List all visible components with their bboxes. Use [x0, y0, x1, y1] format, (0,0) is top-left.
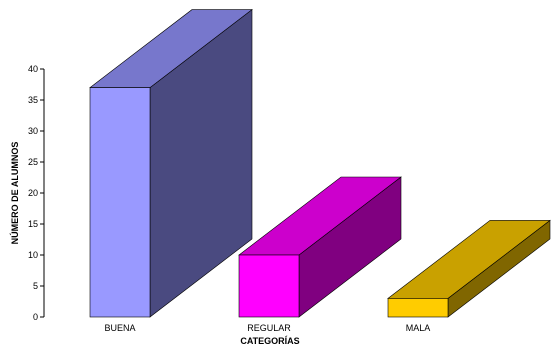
bar-buena [89, 8, 253, 318]
y-tick-label: 20 [28, 188, 38, 198]
y-axis-title: NÚMERO DE ALUMNOS [9, 142, 20, 245]
category-label: MALA [406, 323, 431, 333]
y-tick-label: 10 [28, 250, 38, 260]
y-tick-label: 15 [28, 219, 38, 229]
y-tick-label: 5 [33, 281, 38, 291]
bar-front-face [238, 254, 300, 318]
bar-mala [387, 219, 551, 318]
bar-front-face [89, 87, 151, 318]
y-tick-label: 25 [28, 157, 38, 167]
y-tick-label: 30 [28, 126, 38, 136]
y-tick-label: 0 [33, 312, 38, 322]
y-tick-label: 40 [28, 64, 38, 74]
bar-regular [238, 176, 402, 318]
category-label: REGULAR [247, 323, 291, 333]
bar-front-face [387, 298, 449, 318]
category-label: BUENA [104, 323, 135, 333]
x-axis-title: CATEGORÍAS [240, 336, 299, 346]
y-tick-label: 35 [28, 95, 38, 105]
